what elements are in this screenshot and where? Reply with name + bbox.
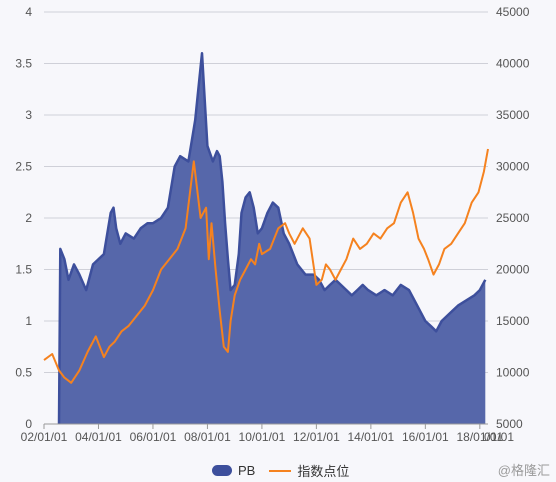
index-line (43, 148, 489, 384)
y-axis-right-labels: 5000 10000 15000 20000 25000 30000 35000 40000 4… (496, 5, 530, 431)
x-tick-label: 04/01/01 (75, 430, 122, 444)
x-tick-label: 10/01/01 (239, 430, 286, 444)
x-tick-label: 06/01/01 (130, 430, 177, 444)
pb-swatch (212, 465, 232, 476)
y-left-tick-label: 2 (25, 211, 32, 225)
watermark: @格隆汇 (497, 463, 550, 478)
y-right-tick-label: 20000 (496, 263, 530, 277)
index-series (43, 148, 489, 384)
y-left-tick-label: 3 (25, 108, 32, 122)
x-tick-label: 08/01/01 (184, 430, 231, 444)
y-right-tick-label: 15000 (496, 314, 530, 328)
y-right-tick-label: 35000 (496, 108, 530, 122)
y-left-tick-label: 1.5 (15, 263, 32, 277)
y-right-tick-label: 25000 (496, 211, 530, 225)
y-axis-left-labels: 0 0.5 1 1.5 2 2.5 3 3.5 4 (15, 5, 32, 431)
chart-legend: PB 指数点位 (212, 461, 349, 480)
x-tick-label: 12/01/01 (293, 430, 340, 444)
legend-index-label: 指数点位 (297, 464, 350, 479)
legend-item-pb[interactable]: PB (212, 463, 255, 478)
y-right-tick-label: 30000 (496, 160, 530, 174)
pb-area (59, 53, 486, 424)
axes (43, 423, 488, 429)
y-right-tick-label: 40000 (496, 57, 530, 71)
y-right-tick-label: 45000 (496, 5, 530, 19)
pb-outline (57, 51, 487, 425)
x-tick-label: 18/01/01 (456, 430, 503, 444)
x-tick-label: 02/01/01 (21, 430, 68, 444)
y-left-tick-label: 2.5 (15, 160, 32, 174)
y-left-tick-label: 4 (25, 5, 32, 19)
x-tick-label: 14/01/01 (348, 430, 395, 444)
x-axis-labels: 02/01/01 04/01/01 06/01/01 08/01/01 10/01/01… (21, 430, 515, 444)
pb-series (57, 51, 487, 425)
x-tick-label: 16/01/01 (402, 430, 449, 444)
y-left-tick-label: 0.5 (15, 366, 32, 380)
x-tick-label: 01/01 (484, 430, 514, 444)
y-right-tick-label: 10000 (496, 366, 530, 380)
legend-pb-label: PB (238, 463, 256, 478)
legend-item-index[interactable]: 指数点位 (269, 461, 349, 480)
y-left-tick-label: 1 (25, 314, 32, 328)
y-right-tick-label: 5000 (496, 417, 523, 431)
y-left-tick-label: 3.5 (15, 57, 32, 71)
y-left-tick-label: 0 (25, 417, 32, 431)
index-swatch (269, 469, 292, 472)
